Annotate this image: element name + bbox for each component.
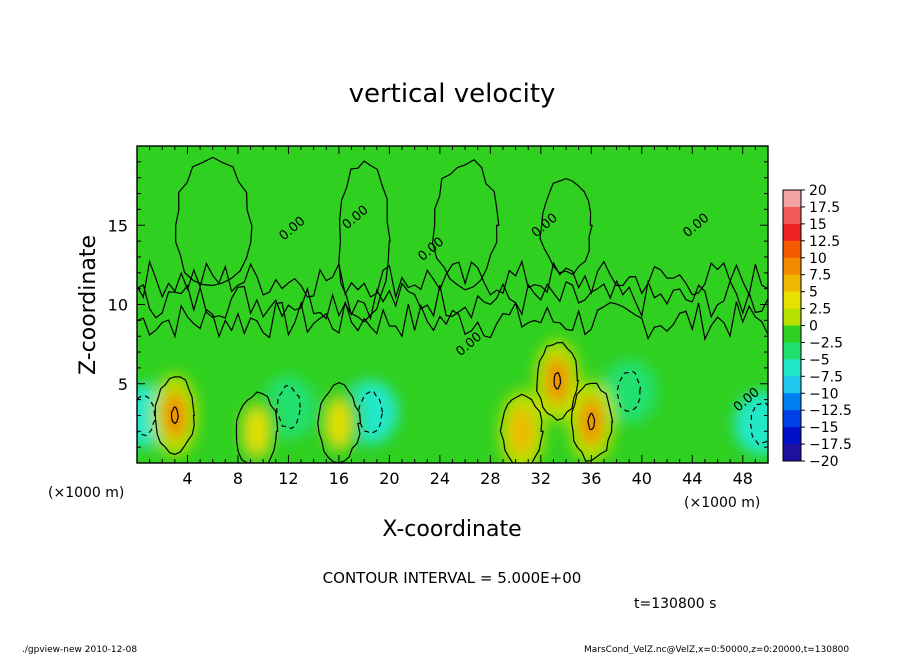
x-tick-label: 32	[531, 469, 551, 488]
colorbar-tick-label: −17.5	[809, 437, 852, 453]
colorbar-tick-label: 10	[809, 251, 827, 267]
x-axis: 4 8 12 16 20 24 28 32 36 40 44 48	[136, 146, 769, 488]
positive-contour-line	[539, 177, 593, 276]
x-tick-label: 12	[278, 469, 298, 488]
colorbar-swatch	[783, 206, 801, 225]
colorbar-tick-label: −10	[809, 386, 839, 402]
field-shading	[137, 339, 768, 463]
time-label: t=130800 s	[634, 596, 716, 612]
footer-right: MarsCond_VelZ.nc@VelZ,x=0:50000,z=0:2000…	[584, 645, 849, 654]
updraft-core	[545, 356, 569, 405]
x-axis-label: X-coordinate	[382, 517, 521, 542]
downdraft-region	[733, 391, 768, 456]
negative-contour-line	[616, 370, 642, 412]
colorbar-swatch	[783, 190, 801, 208]
contour-lines	[137, 156, 768, 463]
x-tick-label: 44	[682, 469, 702, 488]
updraft-core	[327, 399, 351, 448]
x-tick-label: 48	[733, 469, 753, 488]
colorbar-tick-label: −5	[809, 352, 830, 368]
velocity-field	[137, 339, 768, 463]
x-tick-label: 36	[581, 469, 601, 488]
x-unit-right: (×1000 m)	[684, 495, 760, 511]
chart-title: vertical velocity	[349, 79, 556, 109]
updraft-core	[579, 398, 603, 446]
colorbar-swatch	[783, 376, 801, 394]
colorbar-swatch	[783, 257, 801, 276]
colorbar-swatch	[783, 393, 801, 411]
y-tick-label: 15	[108, 216, 128, 235]
x-tick-label: 4	[182, 469, 192, 488]
positive-contour-line	[587, 412, 596, 431]
colorbar-swatch	[783, 223, 801, 242]
contour-interval: CONTOUR INTERVAL = 5.000E+00	[323, 569, 582, 587]
negative-contour-line	[749, 401, 768, 446]
colorbar-tick-label: −2.5	[809, 335, 843, 351]
x-tick-label: 20	[379, 469, 399, 488]
colorbar-swatch	[783, 291, 801, 310]
positive-contour-line	[338, 160, 391, 323]
colorbar-tick-label: 12.5	[809, 234, 840, 250]
colorbar-tick-label: 15	[809, 217, 827, 233]
x-tick-label: 28	[480, 469, 500, 488]
colorbar-tick-label: −7.5	[809, 369, 843, 385]
y-tick-label: 10	[108, 296, 128, 315]
updraft-core	[510, 407, 534, 456]
colorbar-swatch	[783, 240, 801, 259]
negative-contour-line	[358, 390, 384, 435]
positive-contour-line	[553, 372, 562, 390]
colorbar-tick-label: −20	[809, 454, 839, 470]
updraft-core	[245, 407, 269, 456]
updraft-core	[163, 391, 187, 440]
colorbar-swatch	[783, 325, 801, 343]
downdraft-region	[601, 359, 657, 424]
positive-contour-line	[154, 376, 195, 456]
colorbar-tick-label: −15	[809, 420, 839, 436]
positive-contour-line	[499, 393, 544, 463]
colorbar-swatch	[783, 359, 801, 377]
x-tick-label: 8	[233, 469, 243, 488]
colorbar-swatch	[783, 274, 801, 293]
plot-area: 0.000.000.000.000.00 0.000.00	[136, 145, 769, 464]
zero-contour-line	[137, 279, 768, 321]
positive-contour-line	[317, 381, 362, 463]
positive-contour-line	[570, 382, 614, 462]
colorbar-swatch	[783, 444, 801, 462]
negative-contour-line	[137, 394, 156, 437]
zero-contour-line	[137, 259, 768, 300]
colorbar-tick-label: 7.5	[809, 268, 831, 284]
positive-contour-line	[170, 406, 179, 425]
negative-contour-line	[276, 384, 301, 430]
x-tick-label: 24	[430, 469, 450, 488]
y-tick-label: 5	[118, 375, 128, 394]
colorbar-swatch	[783, 427, 801, 445]
zero-contour-line	[137, 300, 768, 342]
x-tick-label: 40	[632, 469, 652, 488]
colorbar: 2017.51512.5107.552.50−2.5−5−7.5−10−12.5…	[782, 183, 852, 470]
colorbar-tick-label: 20	[809, 183, 827, 199]
positive-contour-line	[431, 158, 500, 291]
positive-contour-line	[536, 341, 579, 421]
positive-contour-line	[175, 156, 253, 287]
plot-background	[137, 146, 768, 463]
colorbar-tick-label: −12.5	[809, 403, 852, 419]
y-axis: 5 10 15	[108, 145, 768, 464]
colorbar-swatch	[783, 410, 801, 428]
x-tick-label: 16	[329, 469, 349, 488]
positive-contour-line	[235, 391, 279, 463]
x-unit-left: (×1000 m)	[48, 485, 124, 501]
footer-left: ./gpview-new 2010-12-08	[22, 645, 137, 654]
colorbar-tick-label: 5	[809, 285, 818, 301]
colorbar-swatch	[783, 308, 801, 326]
colorbar-tick-label: 17.5	[809, 200, 840, 216]
colorbar-tick-label: 2.5	[809, 302, 831, 318]
colorbar-swatch	[783, 342, 801, 360]
colorbar-tick-label: 0	[809, 319, 818, 335]
y-axis-label: Z-coordinate	[76, 235, 101, 375]
